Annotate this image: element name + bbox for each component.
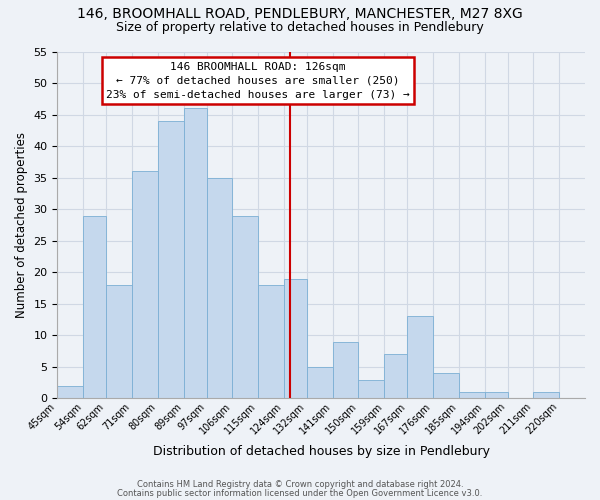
- Text: Contains HM Land Registry data © Crown copyright and database right 2024.: Contains HM Land Registry data © Crown c…: [137, 480, 463, 489]
- Bar: [184, 108, 206, 399]
- Bar: [232, 216, 258, 398]
- Y-axis label: Number of detached properties: Number of detached properties: [15, 132, 28, 318]
- Text: Size of property relative to detached houses in Pendlebury: Size of property relative to detached ho…: [116, 21, 484, 34]
- Bar: [433, 373, 459, 398]
- Bar: [58, 386, 83, 398]
- Bar: [384, 354, 407, 399]
- X-axis label: Distribution of detached houses by size in Pendlebury: Distribution of detached houses by size …: [153, 444, 490, 458]
- Bar: [358, 380, 384, 398]
- Bar: [206, 178, 232, 398]
- Bar: [332, 342, 358, 398]
- Bar: [485, 392, 508, 398]
- Bar: [284, 278, 307, 398]
- Bar: [83, 216, 106, 398]
- Bar: [407, 316, 433, 398]
- Bar: [459, 392, 485, 398]
- Bar: [132, 172, 158, 398]
- Bar: [106, 285, 132, 399]
- Bar: [307, 367, 332, 398]
- Bar: [258, 285, 284, 399]
- Text: 146, BROOMHALL ROAD, PENDLEBURY, MANCHESTER, M27 8XG: 146, BROOMHALL ROAD, PENDLEBURY, MANCHES…: [77, 8, 523, 22]
- Text: Contains public sector information licensed under the Open Government Licence v3: Contains public sector information licen…: [118, 488, 482, 498]
- Text: 146 BROOMHALL ROAD: 126sqm
← 77% of detached houses are smaller (250)
23% of sem: 146 BROOMHALL ROAD: 126sqm ← 77% of deta…: [106, 62, 410, 100]
- Bar: [158, 121, 184, 398]
- Bar: [533, 392, 559, 398]
